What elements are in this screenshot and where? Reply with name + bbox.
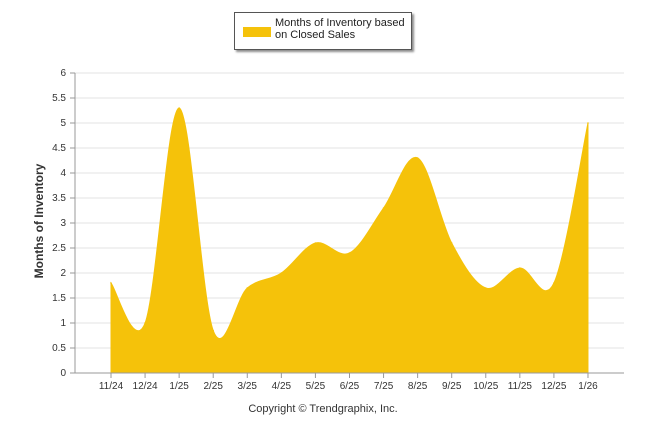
y-tick-label: 0 [60,368,66,379]
y-axis-ticks: 0 0.5 1 1.5 2 2.5 3 3.5 4 4.5 5 5.5 6 [52,68,75,379]
data-point [348,252,351,254]
y-tick-label: 5.5 [52,93,66,104]
x-tick-label: 1/25 [169,381,189,392]
x-tick-label: 4/25 [272,381,292,392]
x-tick-label: 6/25 [340,381,360,392]
y-tick-label: 2.5 [52,243,66,254]
data-point [587,122,589,124]
data-point [450,242,453,244]
x-tick-label: 11/24 [99,381,124,392]
legend-label: Months of Inventory based on Closed Sale… [275,17,405,41]
data-point [110,282,112,284]
x-tick-label: 9/25 [442,381,462,392]
data-point [212,329,215,332]
x-tick-label: 12/24 [133,381,158,392]
y-tick-label: 3 [60,218,66,229]
x-tick-label: 7/25 [374,381,394,392]
data-point [484,287,487,289]
x-tick-label: 8/25 [408,381,428,392]
x-axis-ticks: 11/24 12/24 1/25 2/25 3/25 4/25 5/25 6/25 7/25 8/… [99,373,598,392]
legend: Months of Inventory based on Closed Sale… [234,12,412,50]
data-point [553,282,555,284]
y-tick-label: 6 [60,68,66,79]
data-point [382,207,385,209]
copyright-text: Copyright © Trendgraphix, Inc. [248,403,398,415]
x-tick-label: 5/25 [306,381,326,392]
y-tick-label: 0.5 [52,343,66,354]
y-tick-label: 5 [60,118,66,129]
legend-swatch [243,27,271,37]
series-area [110,107,589,374]
y-tick-label: 3.5 [52,193,66,204]
y-tick-label: 1.5 [52,293,66,304]
y-tick-label: 4 [60,168,66,179]
x-tick-label: 10/25 [473,381,498,392]
x-tick-label: 12/25 [541,381,566,392]
x-tick-label: 2/25 [203,381,223,392]
x-tick-label: 11/25 [508,381,533,392]
y-axis-title: Months of Inventory [32,163,46,279]
data-point [178,107,180,109]
y-tick-label: 4.5 [52,143,66,154]
data-point [519,267,521,269]
data-point [280,272,283,274]
data-point [144,322,146,324]
data-point [314,242,317,244]
x-tick-label: 1/26 [578,381,598,392]
y-tick-label: 1 [60,318,66,329]
data-point [246,287,249,289]
data-point [416,157,419,159]
x-tick-label: 3/25 [238,381,258,392]
y-tick-label: 2 [60,268,66,279]
